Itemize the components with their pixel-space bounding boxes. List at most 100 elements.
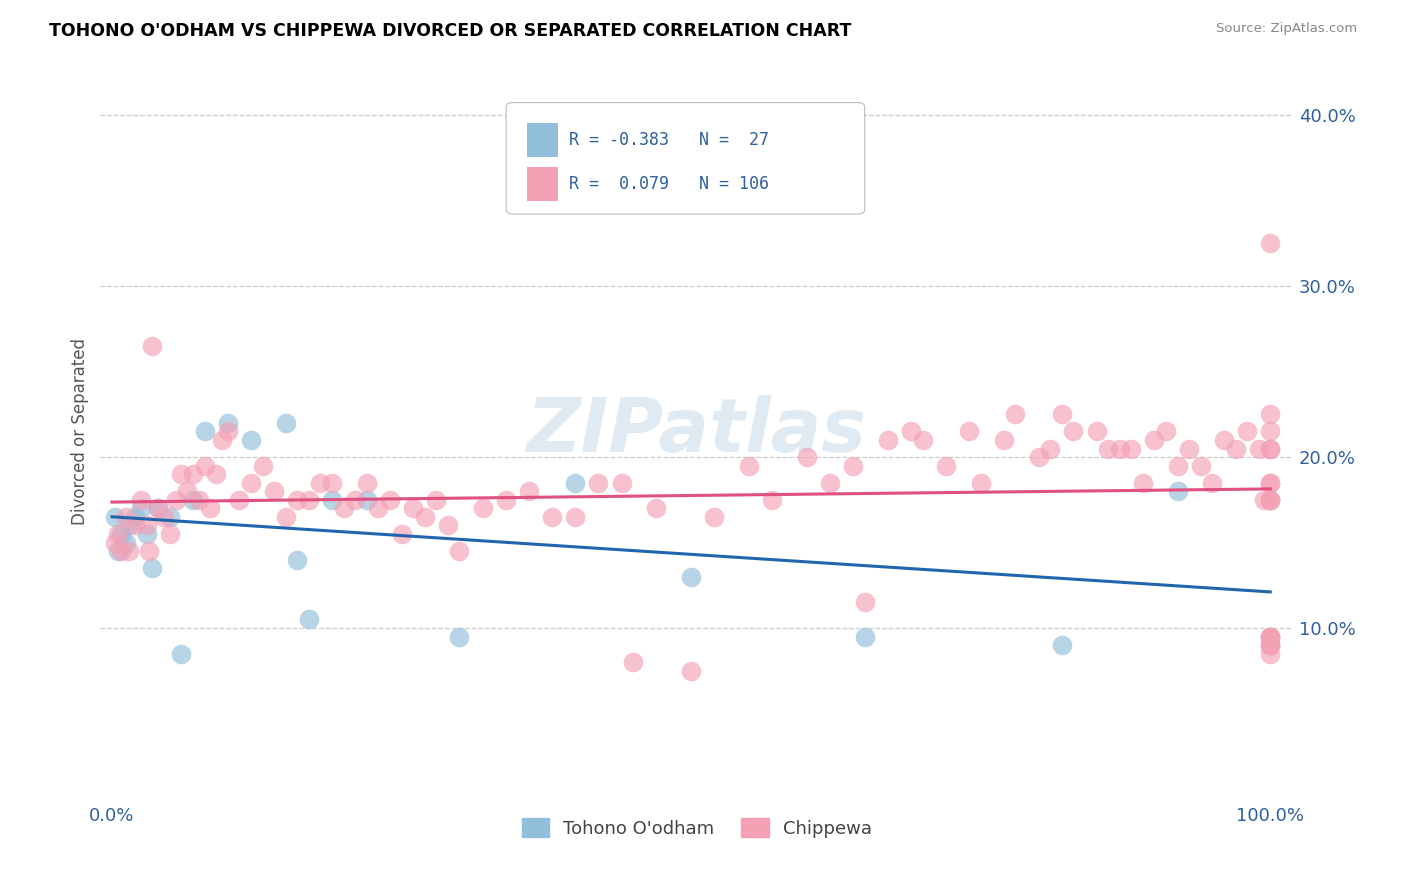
Point xyxy=(541,509,564,524)
Point xyxy=(118,544,141,558)
Point xyxy=(274,509,297,524)
Point xyxy=(129,492,152,507)
Point xyxy=(1258,492,1281,507)
Point xyxy=(1258,492,1281,507)
Legend: Tohono O'odham, Chippewa: Tohono O'odham, Chippewa xyxy=(515,811,879,845)
Point xyxy=(1028,450,1050,464)
Point xyxy=(1132,475,1154,490)
Point xyxy=(1258,638,1281,652)
Point xyxy=(621,655,644,669)
Point xyxy=(610,475,633,490)
Point xyxy=(1258,630,1281,644)
Point xyxy=(285,552,308,566)
Point xyxy=(645,501,668,516)
Point xyxy=(135,518,157,533)
Point xyxy=(681,570,703,584)
Point xyxy=(181,492,204,507)
Point xyxy=(1062,425,1084,439)
Point xyxy=(853,630,876,644)
Point xyxy=(138,544,160,558)
Point xyxy=(367,501,389,516)
Point xyxy=(228,492,250,507)
Point xyxy=(107,544,129,558)
Point xyxy=(148,501,170,516)
Text: TOHONO O'ODHAM VS CHIPPEWA DIVORCED OR SEPARATED CORRELATION CHART: TOHONO O'ODHAM VS CHIPPEWA DIVORCED OR S… xyxy=(49,22,852,40)
Point xyxy=(252,458,274,473)
Point xyxy=(298,612,321,626)
Point xyxy=(378,492,401,507)
Point xyxy=(703,509,725,524)
Point xyxy=(141,339,163,353)
Point xyxy=(200,501,222,516)
Point xyxy=(969,475,991,490)
Point xyxy=(159,509,181,524)
Point xyxy=(194,458,217,473)
Point xyxy=(449,630,471,644)
Point xyxy=(110,544,132,558)
Point xyxy=(153,509,176,524)
Point xyxy=(1143,433,1166,447)
Point xyxy=(425,492,447,507)
Point xyxy=(1258,630,1281,644)
Point xyxy=(588,475,610,490)
Text: ZIPatlas: ZIPatlas xyxy=(527,395,868,468)
Point xyxy=(761,492,783,507)
Point xyxy=(181,467,204,482)
Point xyxy=(1253,492,1275,507)
Point xyxy=(124,509,146,524)
Point xyxy=(104,509,127,524)
Point xyxy=(332,501,354,516)
Point xyxy=(321,492,343,507)
Point xyxy=(471,501,494,516)
Point xyxy=(298,492,321,507)
Point xyxy=(1039,442,1062,456)
Point xyxy=(356,492,378,507)
Point xyxy=(911,433,934,447)
Point xyxy=(853,595,876,609)
Point xyxy=(1258,408,1281,422)
Point xyxy=(239,475,262,490)
Point xyxy=(344,492,367,507)
Point xyxy=(877,433,900,447)
Point xyxy=(957,425,980,439)
Point xyxy=(1050,638,1073,652)
Point xyxy=(170,647,193,661)
Text: Source: ZipAtlas.com: Source: ZipAtlas.com xyxy=(1216,22,1357,36)
Point xyxy=(993,433,1015,447)
Point xyxy=(165,492,187,507)
Point xyxy=(187,492,209,507)
Point xyxy=(176,484,198,499)
Point xyxy=(842,458,865,473)
Point xyxy=(1189,458,1212,473)
Point xyxy=(1121,442,1143,456)
Point xyxy=(1247,442,1270,456)
Point xyxy=(818,475,841,490)
Point xyxy=(118,518,141,533)
Point xyxy=(1258,475,1281,490)
Point xyxy=(1050,408,1073,422)
Point xyxy=(517,484,540,499)
Point xyxy=(170,467,193,482)
Point xyxy=(1258,475,1281,490)
Point xyxy=(263,484,285,499)
Point xyxy=(1004,408,1026,422)
Point xyxy=(356,475,378,490)
Point xyxy=(1258,236,1281,251)
Point xyxy=(564,509,586,524)
Point xyxy=(681,664,703,678)
Point xyxy=(1258,442,1281,456)
Point xyxy=(564,475,586,490)
Point xyxy=(321,475,343,490)
Point xyxy=(194,425,217,439)
Point xyxy=(1258,647,1281,661)
Point xyxy=(935,458,957,473)
Point xyxy=(1258,638,1281,652)
Point xyxy=(205,467,228,482)
Point xyxy=(1258,425,1281,439)
Text: R = -0.383   N =  27: R = -0.383 N = 27 xyxy=(569,131,769,149)
Point xyxy=(1097,442,1119,456)
Point xyxy=(1154,425,1177,439)
Point xyxy=(114,535,136,549)
Point xyxy=(148,501,170,516)
Point xyxy=(217,425,239,439)
